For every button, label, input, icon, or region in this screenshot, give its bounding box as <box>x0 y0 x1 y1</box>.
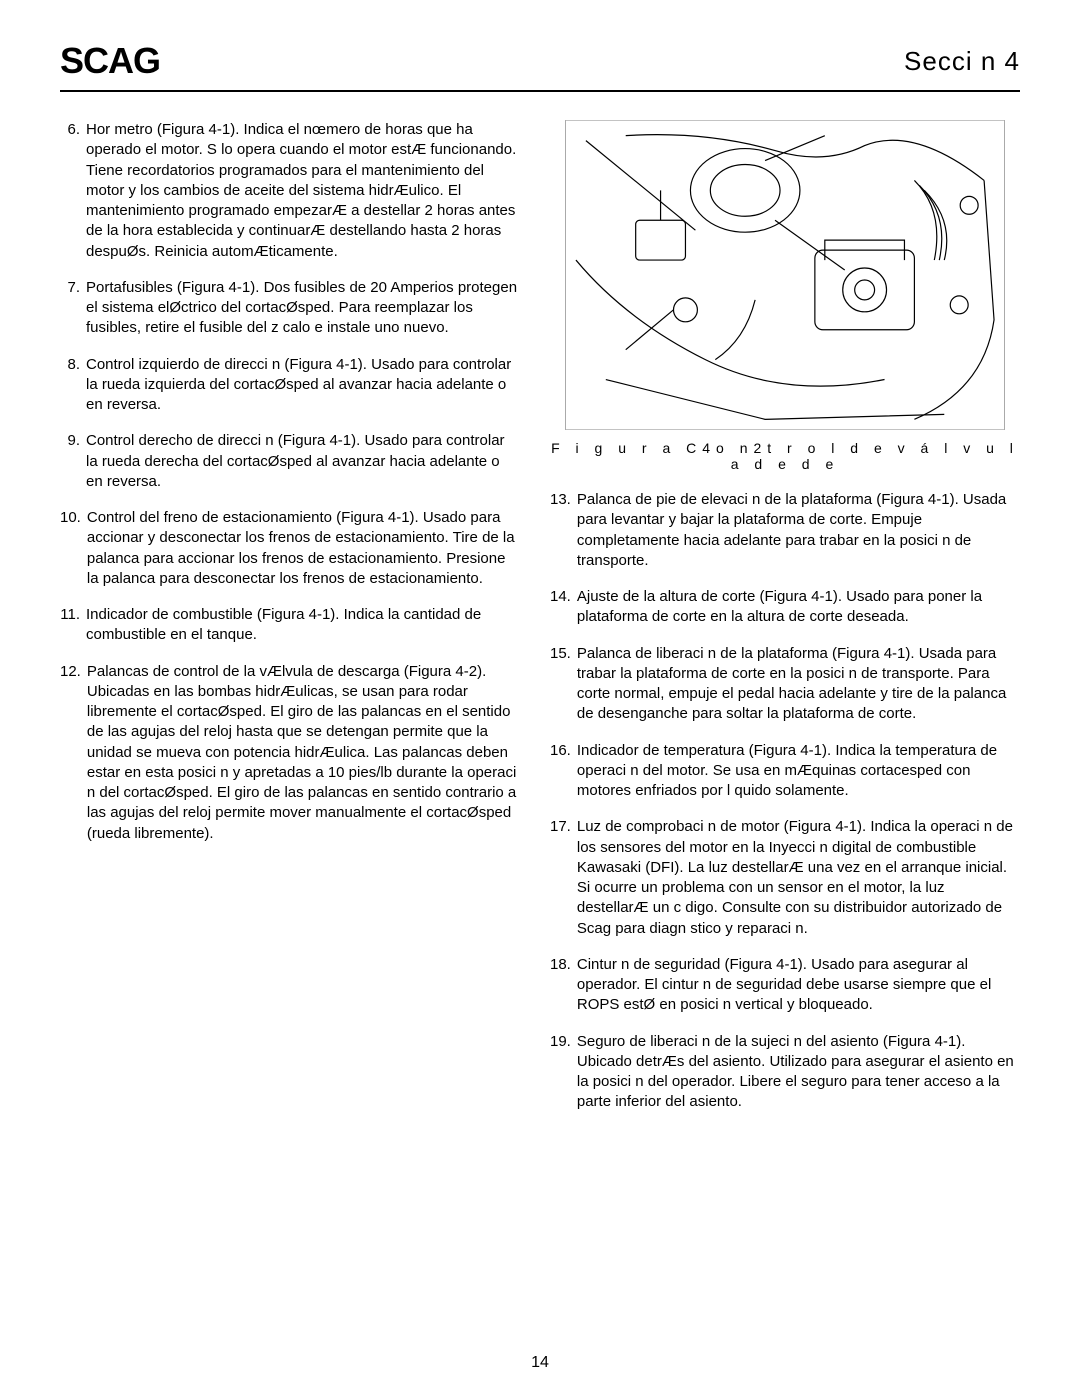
item-text: Control izquierdo de direcci n (Figura 4… <box>86 355 520 416</box>
content-columns: 6.Hor metro (Figura 4-1). Indica el nœme… <box>60 120 1020 1129</box>
figure-4-2: F i g u r a C4o n2t r o l d e v á l v u … <box>550 120 1020 472</box>
valve-diagram-icon <box>566 120 1004 430</box>
item-text: Palanca de liberaci n de la plataforma (… <box>577 644 1020 725</box>
item-number: 6. <box>60 120 86 262</box>
list-item: 17.Luz de comprobaci n de motor (Figura … <box>550 817 1020 939</box>
figure-caption: F i g u r a C4o n2t r o l d e v á l v u … <box>550 440 1020 472</box>
list-item: 12.Palancas de control de la vÆlvula de … <box>60 662 520 844</box>
item-text: Control derecho de direcci n (Figura 4-1… <box>86 431 520 492</box>
item-number: 14. <box>550 587 577 628</box>
item-number: 10. <box>60 508 87 589</box>
page-header: SCAG Secci n 4 <box>60 40 1020 92</box>
item-text: Cintur n de seguridad (Figura 4-1). Usad… <box>577 955 1020 1016</box>
item-text: Indicador de combustible (Figura 4-1). I… <box>86 605 520 646</box>
item-text: Palanca de pie de elevaci n de la plataf… <box>577 490 1020 571</box>
item-text: Portafusibles (Figura 4-1). Dos fusibles… <box>86 278 520 339</box>
list-item: 14.Ajuste de la altura de corte (Figura … <box>550 587 1020 628</box>
left-list: 6.Hor metro (Figura 4-1). Indica el nœme… <box>60 120 520 844</box>
list-item: 13.Palanca de pie de elevaci n de la pla… <box>550 490 1020 571</box>
item-text: Control del freno de estacionamiento (Fi… <box>87 508 520 589</box>
item-number: 15. <box>550 644 577 725</box>
list-item: 10.Control del freno de estacionamiento … <box>60 508 520 589</box>
item-number: 18. <box>550 955 577 1016</box>
right-list: 13.Palanca de pie de elevaci n de la pla… <box>550 490 1020 1113</box>
item-number: 19. <box>550 1032 577 1113</box>
item-number: 7. <box>60 278 86 339</box>
item-number: 13. <box>550 490 577 571</box>
list-item: 18.Cintur n de seguridad (Figura 4-1). U… <box>550 955 1020 1016</box>
item-text: Hor metro (Figura 4-1). Indica el nœmero… <box>86 120 520 262</box>
item-text: Ajuste de la altura de corte (Figura 4-1… <box>577 587 1020 628</box>
item-number: 16. <box>550 741 577 802</box>
item-number: 17. <box>550 817 577 939</box>
list-item: 7.Portafusibles (Figura 4-1). Dos fusibl… <box>60 278 520 339</box>
list-item: 19.Seguro de liberaci n de la sujeci n d… <box>550 1032 1020 1113</box>
list-item: 11.Indicador de combustible (Figura 4-1)… <box>60 605 520 646</box>
section-label: Secci n 4 <box>904 46 1020 77</box>
list-item: 8.Control izquierdo de direcci n (Figura… <box>60 355 520 416</box>
item-number: 9. <box>60 431 86 492</box>
list-item: 15.Palanca de liberaci n de la plataform… <box>550 644 1020 725</box>
item-number: 12. <box>60 662 87 844</box>
right-column: F i g u r a C4o n2t r o l d e v á l v u … <box>550 120 1020 1129</box>
list-item: 9.Control derecho de direcci n (Figura 4… <box>60 431 520 492</box>
item-number: 11. <box>60 605 86 646</box>
list-item: 6.Hor metro (Figura 4-1). Indica el nœme… <box>60 120 520 262</box>
list-item: 16.Indicador de temperatura (Figura 4-1)… <box>550 741 1020 802</box>
page-number: 14 <box>0 1354 1080 1372</box>
brand-logo: SCAG <box>60 40 160 82</box>
left-column: 6.Hor metro (Figura 4-1). Indica el nœme… <box>60 120 520 1129</box>
item-text: Luz de comprobaci n de motor (Figura 4-1… <box>577 817 1020 939</box>
figure-image <box>565 120 1005 430</box>
item-text: Seguro de liberaci n de la sujeci n del … <box>577 1032 1020 1113</box>
item-text: Palancas de control de la vÆlvula de des… <box>87 662 520 844</box>
page: SCAG Secci n 4 6.Hor metro (Figura 4-1).… <box>0 0 1080 1397</box>
item-text: Indicador de temperatura (Figura 4-1). I… <box>577 741 1020 802</box>
item-number: 8. <box>60 355 86 416</box>
